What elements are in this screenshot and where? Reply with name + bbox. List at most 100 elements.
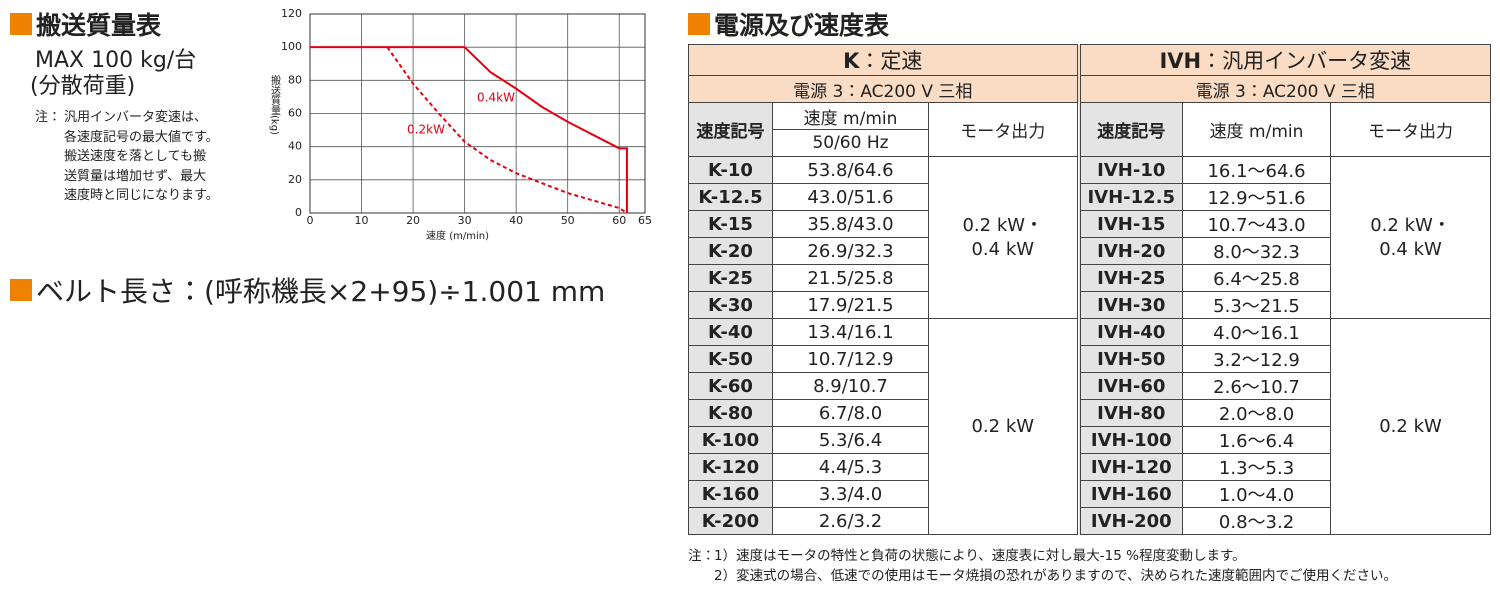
group-title: IVH：汎用インバータ変速	[1076, 44, 1492, 76]
table-cell: 4.0～16.1	[1182, 318, 1332, 346]
chart: 0 10 20 30 40 50 60 65 0 20 40 60 80 100 120 速度 (m/min)…	[269, 7, 653, 242]
table-row: K-10 53.8/64.6 0.2 kW・ 0.4 kW IVH-10 16.1～64…	[688, 156, 1492, 319]
table-row: 速度記号 速度 m/min モータ出力 速度記号 速度 m/min モータ出力	[688, 102, 1492, 157]
table-cell: 速度 m/min	[1182, 102, 1332, 157]
table-cell: 43.0/51.6	[772, 183, 929, 211]
table-cell: IVH-100	[1076, 426, 1184, 454]
table-cell: 速度記号	[688, 102, 773, 157]
table-row: K-100 5.3/6.4 IVH-100 1.6～6.4	[688, 426, 1491, 454]
heading-text: ベルト長さ：(呼称機長×2+95)÷1.001 mm	[36, 275, 606, 308]
x-tick-label: 65	[638, 214, 652, 227]
y-tick-label: 20	[288, 173, 302, 186]
table-cell: IVH-12.5	[1076, 183, 1184, 211]
table-cell: IVH-25	[1076, 264, 1184, 292]
table-row: K：定速 IVH：汎用インバータ変速	[687, 44, 1492, 76]
heading-marker	[10, 13, 32, 35]
table-cell: 10.7/12.9	[772, 345, 929, 373]
table-row: K-160 3.3/4.0 IVH-160 1.0～4.0	[688, 480, 1491, 508]
table-row: 50/60 Hz	[689, 129, 1491, 157]
note-label: 注：	[35, 110, 62, 125]
y-tick-label: 0	[295, 206, 302, 219]
table-cell: 21.5/25.8	[772, 264, 929, 292]
table-cell: 1.3～5.3	[1182, 453, 1332, 481]
footnote: 1）速度はモータの特性と負荷の状態により、速度表に対し最大-15 %程度変動しま…	[714, 548, 1246, 564]
group-label: ：汎用インバータ変速	[1201, 49, 1412, 73]
y-tick-label: 100	[281, 40, 302, 53]
x-tick-label: 10	[355, 214, 369, 227]
table-cell: 速度記号	[1076, 102, 1184, 157]
x-tick-label: 50	[561, 214, 575, 227]
heading-marker	[10, 279, 32, 301]
x-tick-label: 40	[509, 214, 523, 227]
table-cell: IVH-10	[1076, 156, 1184, 184]
table-cell: IVH-20	[1076, 237, 1184, 265]
y-tick-label: 120	[281, 7, 302, 20]
table-cell: K-160	[688, 480, 773, 508]
table-cell: 50/60 Hz	[772, 129, 929, 157]
note-line: 汎用インバータ変速は、	[64, 110, 208, 125]
table-row: K-200 2.6/3.2 IVH-200 0.8～3.2	[688, 507, 1491, 535]
group-label: ：定速	[859, 49, 923, 73]
table-cell: 2.6/3.2	[772, 507, 929, 535]
series-line	[386, 46, 628, 214]
table-cell: IVH-30	[1076, 291, 1184, 319]
note-line: 送質量は増加せず、最大	[64, 168, 207, 184]
table-row: K-20 26.9/32.3 IVH-20 8.0～32.3	[688, 237, 1491, 265]
table-cell: K-200	[688, 507, 773, 535]
table-cell: K-100	[688, 426, 773, 454]
series-label: 0.4kW	[477, 91, 515, 105]
note-line: 速度時と同じになります。	[64, 188, 219, 203]
table-cell: 3.3/4.0	[772, 480, 929, 508]
table-cell: モータ出力	[927, 102, 1080, 157]
table-cell: 5.3～21.5	[1182, 291, 1332, 319]
table-cell: 26.9/32.3	[772, 237, 929, 265]
table-cell: 2.0～8.0	[1182, 399, 1332, 427]
table-cell: K-10	[688, 156, 773, 184]
table-cell: 10.7～43.0	[1182, 210, 1332, 238]
table-cell: K-20	[688, 237, 773, 265]
table-cell: 2.6～10.7	[1182, 372, 1332, 400]
table-cell: IVH-80	[1076, 399, 1184, 427]
table-cell: 0.2 kW・ 0.4 kW	[927, 156, 1080, 319]
table-cell: K-40	[688, 318, 773, 346]
table-cell: 0.2 kW・ 0.4 kW	[1330, 156, 1492, 319]
x-tick-label: 60	[612, 214, 626, 227]
table-row: K-15 35.8/43.0 IVH-15 10.7～43.0	[688, 210, 1491, 238]
table-cell: 1.6～6.4	[1182, 426, 1332, 454]
table-cell: 5.3/6.4	[772, 426, 929, 454]
table-cell: K-60	[688, 372, 773, 400]
table-cell: 13.4/16.1	[772, 318, 929, 346]
load-type: (分散荷重)	[30, 74, 136, 99]
table-cell: 0.2 kW	[927, 318, 1080, 535]
max-load: MAX 100 kg/台	[35, 48, 197, 73]
table-cell: 53.8/64.6	[772, 156, 929, 184]
y-tick-label: 60	[288, 107, 302, 120]
table-cell: 0.8～3.2	[1182, 507, 1332, 535]
table-cell: K-25	[688, 264, 773, 292]
table-cell: 電源 3：AC200 V 三相	[687, 75, 1080, 103]
x-tick-label: 30	[458, 214, 472, 227]
table-cell: 6.4～25.8	[1182, 264, 1332, 292]
heading-marker	[688, 13, 710, 35]
table-cell: K-120	[688, 453, 773, 481]
section-heading: 搬送質量表	[10, 6, 161, 42]
table-cell: 3.2～12.9	[1182, 345, 1332, 373]
table-cell: K-80	[688, 399, 773, 427]
table-row: K-120 4.4/5.3 IVH-120 1.3～5.3	[688, 453, 1491, 481]
table-cell: K-12.5	[688, 183, 773, 211]
table-row: K-60 8.9/10.7 IVH-60 2.6～10.7	[688, 372, 1491, 400]
speed-table: K：定速 IVH：汎用インバータ変速 電源 3：AC200 V 三相 電源 3：AC2…	[687, 44, 1492, 535]
table-cell: 速度 m/min	[772, 102, 929, 130]
x-tick-label: 20	[406, 214, 420, 227]
table-row: 電源 3：AC200 V 三相 電源 3：AC200 V 三相	[687, 75, 1492, 103]
series-line	[310, 46, 628, 213]
table-heading: 電源及び速度表	[688, 6, 889, 42]
table-cell: IVH-200	[1076, 507, 1184, 535]
table-cell: 8.0～32.3	[1182, 237, 1332, 265]
series-label: 0.2kW	[407, 123, 445, 137]
note-line: 各速度記号の最大値です。	[64, 129, 219, 145]
y-axis-label: 搬送質量(kg)	[269, 74, 281, 135]
table-cell: IVH-15	[1076, 210, 1184, 238]
